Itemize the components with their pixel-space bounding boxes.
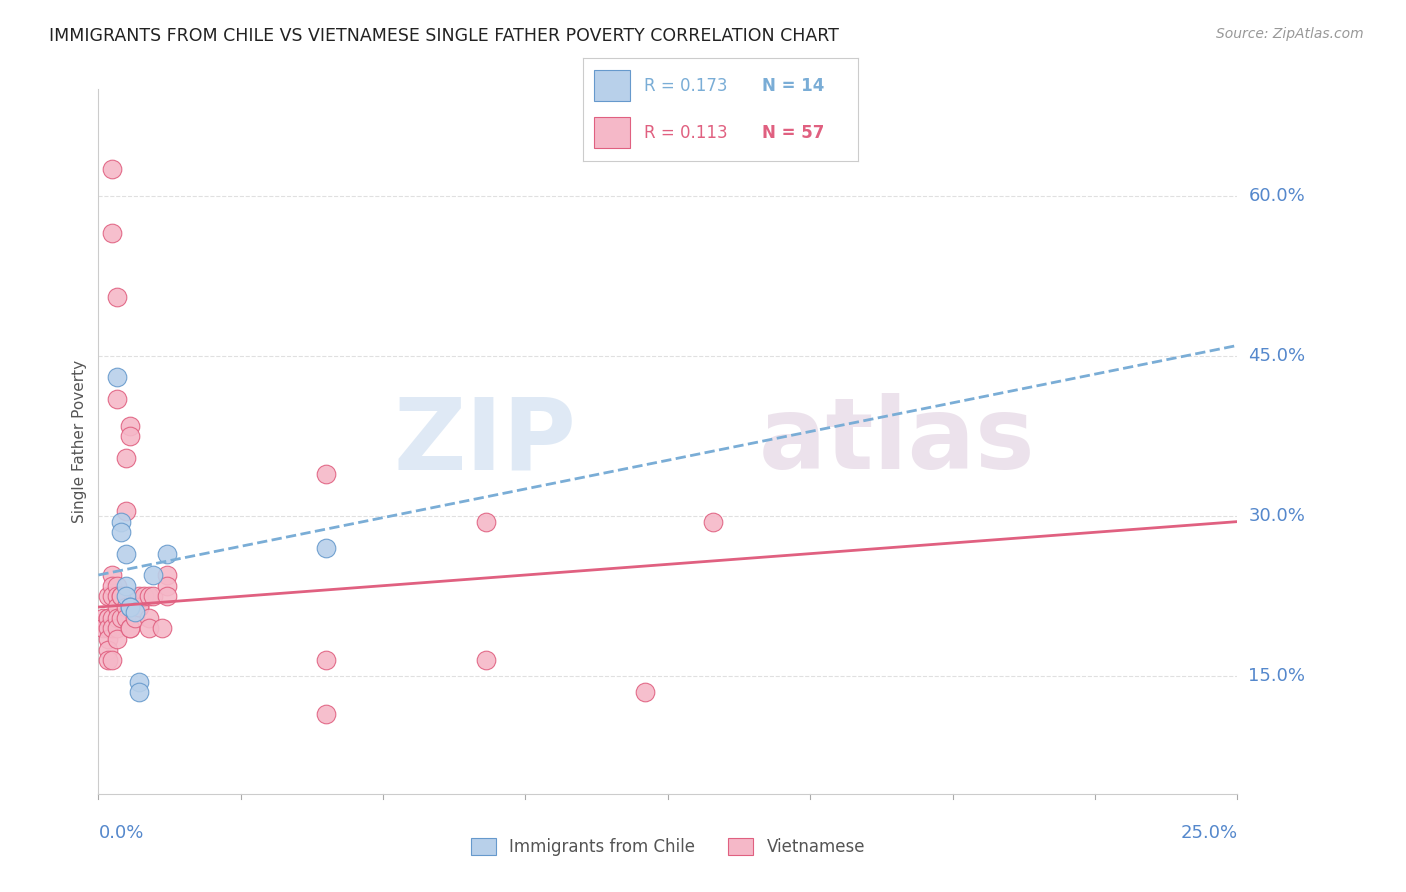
Point: [105, 370, 128, 384]
Point: [101, 610, 124, 624]
Point: [142, 568, 165, 582]
Point: [128, 600, 150, 615]
Text: 30.0%: 30.0%: [1249, 508, 1305, 525]
Point: [315, 541, 337, 556]
Point: [105, 579, 128, 593]
Point: [474, 515, 496, 529]
Text: R = 0.173: R = 0.173: [644, 77, 727, 95]
FancyBboxPatch shape: [595, 70, 630, 101]
Point: [128, 674, 150, 689]
Text: Source: ZipAtlas.com: Source: ZipAtlas.com: [1216, 27, 1364, 41]
Point: [128, 685, 150, 699]
Point: [128, 600, 150, 615]
Point: [114, 450, 136, 465]
Point: [120, 621, 142, 635]
Point: [128, 590, 150, 604]
Point: [101, 621, 124, 635]
Point: [101, 653, 124, 667]
Legend: Immigrants from Chile, Vietnamese: Immigrants from Chile, Vietnamese: [464, 831, 872, 863]
Point: [114, 610, 136, 624]
Point: [634, 685, 657, 699]
Point: [101, 590, 124, 604]
Point: [315, 706, 337, 721]
Point: [96, 642, 118, 657]
Point: [105, 600, 128, 615]
Point: [124, 606, 146, 620]
Point: [105, 610, 128, 624]
Point: [702, 515, 724, 529]
Point: [150, 621, 173, 635]
Text: 60.0%: 60.0%: [1249, 187, 1305, 205]
Point: [91, 610, 114, 624]
Point: [101, 162, 124, 177]
Point: [156, 579, 179, 593]
Point: [138, 610, 160, 624]
Point: [101, 568, 124, 582]
FancyBboxPatch shape: [595, 118, 630, 148]
Point: [120, 429, 142, 443]
Point: [132, 590, 155, 604]
Text: N = 57: N = 57: [762, 124, 824, 142]
Point: [96, 610, 118, 624]
Point: [120, 418, 142, 433]
Point: [110, 515, 132, 529]
Text: atlas: atlas: [759, 393, 1036, 490]
Point: [138, 621, 160, 635]
Point: [120, 621, 142, 635]
Text: 25.0%: 25.0%: [1180, 824, 1237, 842]
Point: [120, 600, 142, 615]
Point: [138, 590, 160, 604]
Point: [101, 227, 124, 241]
Point: [96, 590, 118, 604]
Point: [110, 610, 132, 624]
Y-axis label: Single Father Poverty: Single Father Poverty: [72, 360, 87, 523]
Text: N = 14: N = 14: [762, 77, 824, 95]
Point: [105, 590, 128, 604]
Point: [110, 590, 132, 604]
Point: [114, 547, 136, 561]
Point: [105, 621, 128, 635]
Text: 15.0%: 15.0%: [1249, 667, 1305, 685]
Point: [105, 290, 128, 304]
Point: [315, 653, 337, 667]
Point: [96, 632, 118, 646]
Point: [124, 600, 146, 615]
Text: 0.0%: 0.0%: [98, 824, 143, 842]
Point: [156, 568, 179, 582]
Text: R = 0.113: R = 0.113: [644, 124, 727, 142]
Point: [114, 504, 136, 518]
Point: [96, 610, 118, 624]
Point: [114, 600, 136, 615]
Text: ZIP: ZIP: [394, 393, 576, 490]
Point: [315, 467, 337, 481]
Point: [124, 610, 146, 624]
Point: [156, 547, 179, 561]
Point: [91, 621, 114, 635]
Point: [156, 590, 179, 604]
Point: [105, 392, 128, 406]
Point: [105, 632, 128, 646]
Point: [474, 653, 496, 667]
Point: [114, 579, 136, 593]
Point: [96, 621, 118, 635]
Point: [114, 590, 136, 604]
Point: [142, 590, 165, 604]
Point: [110, 590, 132, 604]
Text: IMMIGRANTS FROM CHILE VS VIETNAMESE SINGLE FATHER POVERTY CORRELATION CHART: IMMIGRANTS FROM CHILE VS VIETNAMESE SING…: [49, 27, 839, 45]
Point: [110, 525, 132, 540]
Point: [101, 579, 124, 593]
Point: [96, 653, 118, 667]
Point: [120, 600, 142, 615]
Text: 45.0%: 45.0%: [1249, 347, 1306, 365]
